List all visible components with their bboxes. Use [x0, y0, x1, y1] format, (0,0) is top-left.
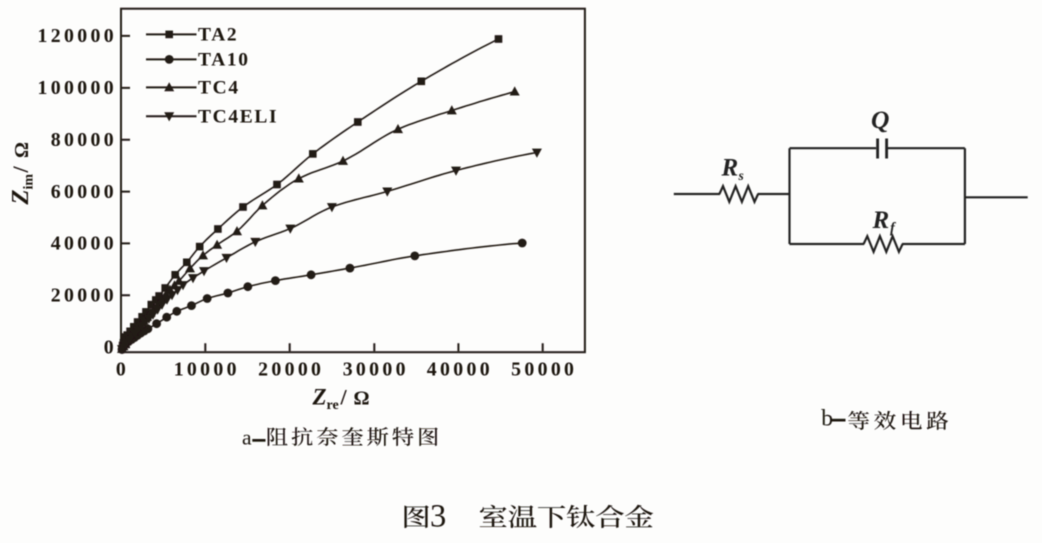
svg-text:60000: 60000: [51, 181, 117, 203]
svg-text:10000: 10000: [174, 358, 240, 380]
svg-text:Z: Z: [312, 385, 327, 410]
svg-text:30000: 30000: [343, 358, 409, 380]
svg-text:80000: 80000: [51, 129, 117, 151]
svg-text:40000: 40000: [427, 358, 493, 380]
svg-text:20000: 20000: [51, 285, 117, 307]
svg-text:0: 0: [104, 337, 117, 359]
svg-text:Q: Q: [871, 105, 889, 134]
svg-text:100000: 100000: [38, 77, 117, 99]
svg-text:0: 0: [116, 358, 129, 380]
svg-text:40000: 40000: [51, 233, 117, 255]
svg-text:f: f: [890, 221, 897, 237]
svg-text:50000: 50000: [511, 358, 577, 380]
svg-text:TA10: TA10: [198, 50, 250, 71]
svg-text:Z: Z: [7, 190, 34, 206]
svg-text:/: /: [340, 385, 348, 410]
svg-text:120000: 120000: [38, 25, 117, 47]
svg-text:R: R: [721, 155, 739, 182]
svg-text:re: re: [327, 398, 339, 413]
svg-text:TC4ELI: TC4ELI: [198, 106, 278, 127]
svg-text:TA2: TA2: [198, 25, 238, 46]
svg-text:TC4: TC4: [198, 78, 240, 99]
svg-text:Ω: Ω: [354, 388, 370, 410]
svg-text:s: s: [738, 168, 744, 183]
svg-text:/: /: [8, 166, 33, 174]
svg-text:a: a: [242, 426, 252, 450]
svg-text:3: 3: [430, 498, 446, 534]
svg-text:Ω: Ω: [11, 142, 33, 158]
svg-text:R: R: [872, 207, 890, 234]
svg-text:b: b: [821, 406, 833, 432]
svg-text:20000: 20000: [258, 358, 324, 380]
svg-text:im: im: [22, 174, 37, 190]
